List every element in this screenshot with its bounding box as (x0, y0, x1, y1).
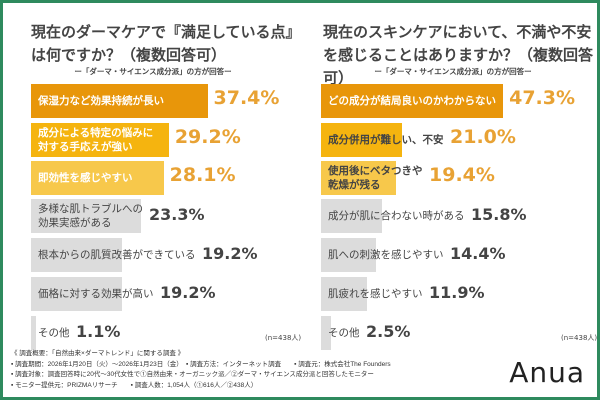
value-label: 19.2% (160, 283, 216, 302)
chart-right: 現在のスキンケアにおいて、不満や不安を感じることはありますか？（複数回答可） ー… (303, 3, 600, 350)
bar (321, 84, 504, 118)
footer: 《 調査概要：「自然由来×ダーマトレンド」に関する調査 》 ▪ 調査期間：202… (11, 349, 585, 399)
value-label: 23.3% (149, 205, 205, 224)
bar (31, 161, 164, 195)
bar-label: 使用後にベタつきや 乾燥が残る (328, 161, 423, 195)
note-line: 《 調査概要：「自然由来×ダーマトレンド」に関する調査 》 (11, 350, 185, 357)
brand-logo: Anua (509, 356, 585, 389)
bar-label-line: 肌疲れを感じやすい (328, 288, 423, 300)
bar (31, 199, 141, 233)
survey-notes: 《 調査概要：「自然由来×ダーマトレンド」に関する調査 》 ▪ 調査期間：202… (11, 349, 499, 391)
value-label: 19.2% (202, 244, 258, 263)
chart-left: 現在のダーマケアで『満足している点』は何ですか？（複数回答可） ー「ダーマ・サイ… (3, 3, 303, 350)
bar (321, 123, 402, 157)
bar (31, 316, 37, 350)
note-line: ▪ 調査対象：調査回答時に20代～30代女性で①自然由来・オーガニック派／②ダー… (11, 371, 374, 378)
bar (321, 161, 396, 195)
bar (321, 316, 331, 350)
bar-label: 成分による特定の悩みに 対する手応えが強い (38, 123, 153, 157)
bar-label-line: 成分による特定の悩みに (38, 127, 154, 139)
value-label: 47.3% (509, 87, 576, 109)
bar-label-line: 成分が肌に合わない時がある (328, 210, 465, 222)
note-line: ▪ モニター提供元：PRIZMAリサーチ ▪ 調査人数：1,054人（①616人… (11, 381, 258, 389)
bar-label-line: どの成分が結局良いのかわからない (328, 95, 496, 107)
bar (31, 84, 208, 118)
bar-label-line: 即効性を感じやすい (38, 172, 133, 184)
value-label: 2.5% (366, 322, 411, 341)
bar-label: その他 (328, 316, 360, 350)
chart-subtitle: ー「ダーマ・サイエンス成分派」の方が回答ー (74, 67, 232, 76)
bar (31, 123, 169, 157)
sample-size: (n=438人) (265, 334, 302, 342)
bar-label-line: 保湿力など効果持続が長い (38, 95, 164, 107)
value-label: 19.4% (429, 164, 495, 186)
sample-size: (n=438人) (561, 334, 598, 342)
bar-label-line: その他 (328, 327, 360, 339)
bar (321, 238, 377, 272)
bar-label: 多様な肌トラブルへの 効果実感がある (38, 199, 143, 233)
bar-label: 即効性を感じやすい (38, 161, 133, 195)
value-label: 29.2% (174, 126, 241, 148)
bar-label-line: 肌への刺激を感じやすい (328, 249, 444, 261)
note-line: ▪ 調査期間：2026年1月20日（火）～2026年1月23日（金） ▪ 調査方… (11, 360, 391, 368)
bar-label-line: 乾燥が残る (328, 179, 381, 191)
bar-label-line: 多様な肌トラブルへの (38, 203, 143, 215)
bar (31, 277, 122, 311)
value-label: 11.9% (429, 283, 485, 302)
value-label: 1.1% (76, 322, 121, 341)
bar-label: 成分が肌に合わない時がある (328, 199, 465, 233)
bar-label: 保湿力など効果持続が長い (38, 84, 164, 118)
value-label: 28.1% (169, 164, 236, 186)
bar-label: 肌への刺激を感じやすい (328, 238, 444, 272)
bar-label: どの成分が結局良いのかわからない (328, 84, 496, 118)
bar-label-line: 根本からの肌質改善ができている (38, 249, 196, 261)
bar-label: その他 (38, 316, 70, 350)
chart-title: 現在のダーマケアで『満足している点』は何ですか？（複数回答可） (31, 23, 301, 64)
bar (321, 199, 382, 233)
bar-label-line: 価格に対する効果が高い (38, 288, 154, 300)
bar (321, 277, 367, 311)
bar-label: 成分併用が難しい、不安 (328, 123, 444, 157)
chart-subtitle: ー「ダーマ・サイエンス成分派」の方が回答ー (374, 67, 532, 76)
chart-title: 現在のスキンケアにおいて、不満や不安を感じることはありますか？（複数回答可） (323, 23, 594, 87)
bar-label-line: その他 (38, 327, 70, 339)
bar-label-line: 対する手応えが強い (38, 141, 133, 153)
bar (31, 238, 122, 272)
bar-label: 根本からの肌質改善ができている (38, 238, 196, 272)
value-label: 14.4% (450, 244, 506, 263)
bar-label: 肌疲れを感じやすい (328, 277, 423, 311)
bar-label-line: 成分併用が難しい、不安 (328, 134, 444, 146)
value-label: 21.0% (450, 126, 516, 148)
bar-label-line: 効果実感がある (38, 217, 112, 229)
bar-label: 価格に対する効果が高い (38, 277, 154, 311)
value-label: 15.8% (471, 205, 527, 224)
bar-label-line: 使用後にベタつきや (328, 165, 423, 177)
value-label: 37.4% (213, 87, 280, 109)
